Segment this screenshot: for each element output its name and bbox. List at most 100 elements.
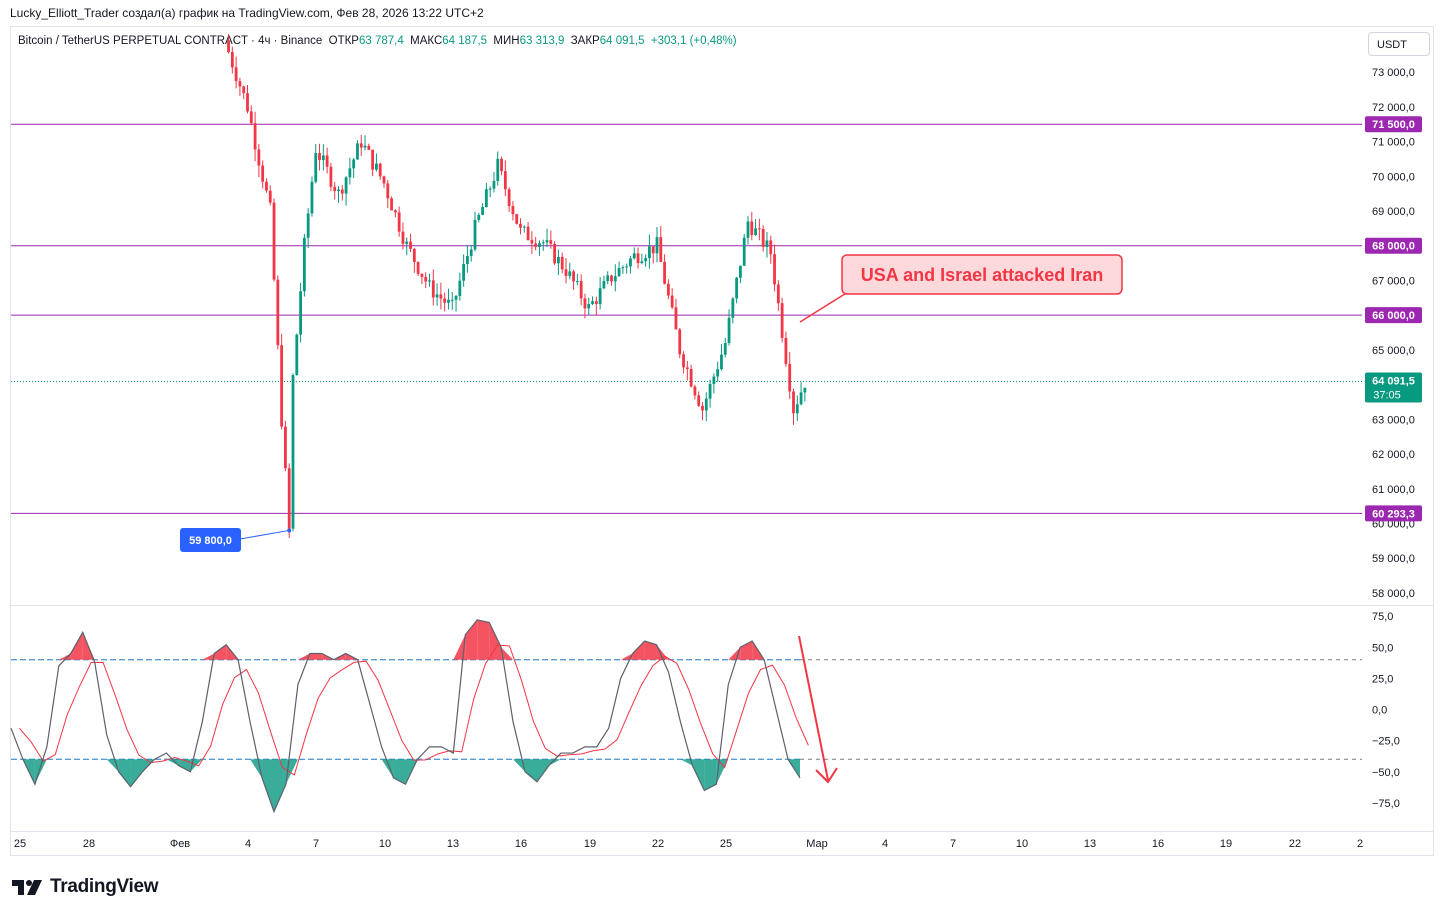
candle-body [598,288,602,305]
symbol-title[interactable]: Bitcoin / TetherUS PERPETUAL CONTRACT · … [18,35,323,47]
attribution-text: Lucky_Elliott_Trader создал(а) график на… [10,6,484,20]
candle-body [704,398,708,411]
osc-axis-tick: 50,0 [1372,642,1393,654]
low-label: МИН [493,35,520,47]
candle-body [299,291,302,335]
time-axis-tick: 2 [1357,838,1363,850]
candle-body [750,221,754,236]
level-price-tag [1365,116,1422,133]
tradingview-logo-icon [12,880,42,895]
candle-body [431,280,435,298]
osc-overbought-fill [70,632,83,660]
candle-body [443,298,447,303]
candle-body [348,168,352,178]
candle-body [549,240,553,244]
candle-body [602,281,606,289]
osc-overbought-fill [453,634,466,660]
high-label: МАКС [410,35,443,47]
osc-oversold-fill [178,759,191,772]
osc-oversold-fill [285,759,298,785]
candle-body [246,93,249,112]
candle-body [272,202,276,280]
down-arrow-shaft [798,635,829,781]
candle-body [538,243,541,247]
candle-body [682,354,685,368]
candle-body [466,255,469,264]
candle-body [742,237,746,266]
candle-body [621,267,625,269]
time-axis-tick: 7 [313,838,319,850]
down-arrow-head [815,767,838,784]
osc-overbought-fill [489,622,502,660]
low-marker-tag [180,528,241,552]
candle-body [557,256,560,264]
callout-text: USA and Israel attacked Iran [861,265,1103,285]
close-value: 64 091,5 [599,35,645,47]
candle-body [306,213,310,238]
osc-overbought-fill [202,653,215,660]
candle-body [507,189,511,207]
candle-body [716,369,720,377]
candle-body [708,383,712,399]
candle-body [450,299,454,301]
candle-body [655,237,659,254]
candle-body [268,190,272,203]
candle-body [723,343,727,355]
candle-body [295,334,299,376]
candle-body [697,395,701,406]
osc-oversold-fill [692,759,705,791]
candle-body [617,268,621,277]
candle-body [484,189,488,208]
osc-oversold-fill [130,759,143,787]
candle-body [359,143,363,148]
osc-overbought-fill [58,653,71,660]
candle-body [773,254,776,285]
candle-body [257,149,261,166]
candle-body [701,405,704,411]
osc-axis-tick: −75,0 [1372,798,1400,810]
candle-body [302,237,306,292]
candle-body [568,271,572,276]
candle-body [583,298,587,309]
candle-body [325,155,329,167]
osc-axis-tick: 75,0 [1372,611,1393,623]
candle-body [287,468,291,529]
candle-body [458,280,462,296]
candle-body [428,280,431,282]
candle-body [447,299,450,303]
candle-body [261,165,265,182]
time-axis-tick: 22 [652,838,664,850]
candle-body [579,281,583,299]
time-axis-tick: 25 [720,838,732,850]
level-price-label: 68 000,0 [1372,241,1415,253]
candle-body [522,226,526,228]
osc-oversold-fill [513,759,526,772]
time-axis-tick: 16 [515,838,527,850]
candle-body [670,295,674,308]
time-axis-tick: 10 [1016,838,1028,850]
candle-body [321,155,325,161]
candle-body [265,181,268,191]
candle-body [757,228,761,230]
currency-button[interactable]: USDT [1368,32,1430,56]
candle-body [352,159,356,169]
candle-body [678,329,682,355]
candle-body [409,241,412,249]
candle-body [625,266,629,268]
candle-body [636,253,640,264]
time-axis-tick: 13 [1084,838,1096,850]
candle-body [629,258,632,267]
candle-body [560,256,564,270]
open-value: 63 787,4 [358,35,404,47]
level-price-tag [1365,505,1422,522]
candle-body [788,363,792,392]
osc-oversold-fill [274,759,286,812]
candle-body [329,166,333,187]
high-value: 64 187,5 [442,35,488,47]
candle-body [280,345,284,427]
candle-body [575,281,579,283]
osc-overbought-fill [501,647,514,660]
candle-body [693,386,697,396]
candle-body [371,149,375,170]
